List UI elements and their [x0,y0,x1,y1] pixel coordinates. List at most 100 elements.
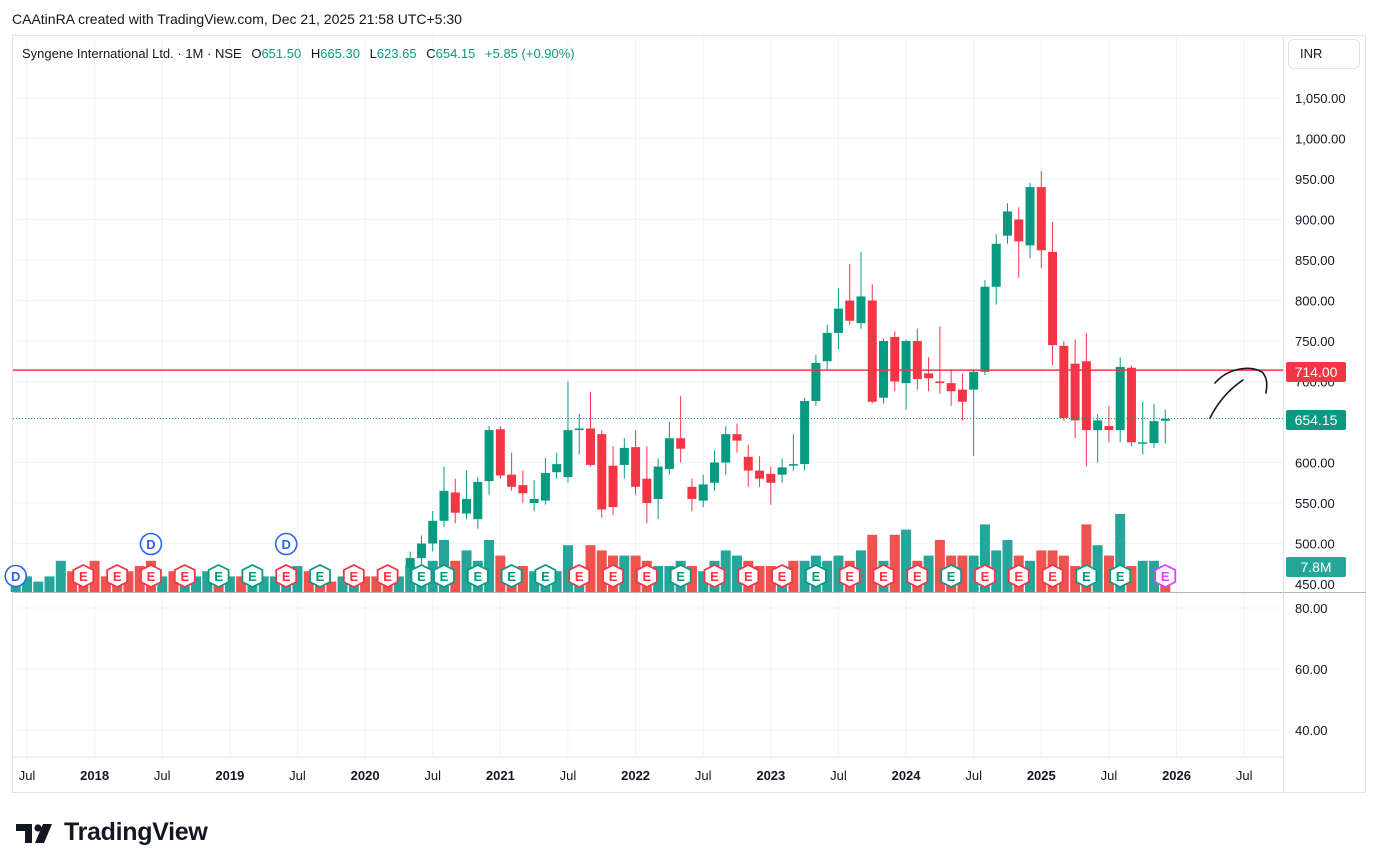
volume-bar [732,555,743,592]
candle-body [1048,251,1058,346]
event-marker-label: E [1048,569,1057,584]
tradingview-brand[interactable]: TradingView [16,818,208,847]
candle-body [664,438,674,469]
volume-bar [562,545,573,592]
earnings-marker: E [1075,563,1098,589]
dividend-marker: D [4,564,28,588]
volume-bar [224,576,235,592]
earnings-marker-badge [500,563,523,589]
time-tick-label: Jul [1101,768,1118,783]
event-marker-label: E [643,569,652,584]
volume-bar [191,576,202,592]
earnings-marker: E [940,563,963,589]
dividend-marker-circle [4,564,28,588]
chart-frame [12,35,1366,793]
volume-bar [1058,555,1069,592]
candle-body [529,498,539,503]
candle-body [766,473,776,483]
volume-bar [33,581,44,592]
volume-bar [788,560,799,592]
candle-body [563,430,573,478]
volume-bar [1115,514,1126,592]
candle-body [867,300,877,402]
volume-bar [698,571,709,592]
candle-body [1070,363,1080,421]
earnings-marker-badge [410,563,433,589]
candle-body [833,308,843,333]
earnings-marker: E [466,563,489,589]
open-key: O [251,46,262,61]
candle-body [507,474,517,487]
event-marker-label: E [609,569,618,584]
volume-bar [326,581,337,592]
low-key: L [369,46,377,61]
volume-bar [1103,555,1114,592]
event-marker-label: D [282,537,291,552]
event-marker-label: E [147,569,156,584]
candle-body [631,447,641,487]
volume-bar [991,550,1002,592]
volume-bars [10,514,1171,592]
earnings-marker-badge [568,563,591,589]
event-marker-label: E [947,569,956,584]
earnings-marker-badge [1007,563,1030,589]
earnings-marker-badge [1154,563,1177,589]
volume-bar [551,571,562,592]
price-tick-label: 800.00 [1295,294,1335,309]
volume-bar [55,560,66,592]
volume-bar [1070,566,1081,592]
volume-bar [484,540,495,592]
candle-body [788,464,798,466]
candle-body [721,434,731,463]
time-tick-label: Jul [965,768,982,783]
volume-label: 7.8M [1286,557,1346,577]
symbol-legend: Syngene International Ltd. · 1M · NSE O6… [22,46,575,61]
candle-body [1104,426,1114,431]
candle-body [619,447,629,465]
candle-body [991,243,1001,287]
candle-body [676,438,686,449]
currency-button[interactable]: INR [1288,39,1360,69]
volume-bar [686,566,697,592]
candle-body [540,473,550,501]
volume-bar [596,550,607,592]
event-marker-label: E [541,569,550,584]
candle-body [495,429,505,476]
earnings-marker: E [805,563,827,589]
earnings-marker-badge [1075,563,1098,589]
volume-bar [855,550,866,592]
earnings-marker: E [309,563,331,589]
candle-body [1014,219,1024,242]
event-marker-label: E [812,569,821,584]
dividend-marker-circle [274,532,298,556]
volume-bar [1126,566,1137,592]
earnings-marker: E [241,563,264,589]
candle-body [608,465,618,508]
earnings-marker: E [534,563,557,589]
earnings-marker: E [207,563,230,589]
low-value: 623.65 [376,46,417,61]
candle-body [1059,345,1069,418]
volume-bar [495,555,506,592]
time-tick-label: Jul [1236,768,1253,783]
earnings-marker: E [275,563,298,589]
candle-body [1115,366,1125,431]
dividend-marker: D [139,532,163,556]
earnings-marker-badge [974,563,996,589]
time-tick-label: Jul [19,768,36,783]
earnings-marker-badge [703,563,726,589]
time-tick-label: 2021 [486,768,515,783]
event-marker-label: E [1014,569,1023,584]
volume-bar [1002,540,1013,592]
price-tick-label: 1,050.00 [1295,91,1346,106]
earnings-marker: E [1154,563,1177,589]
volume-bar [450,560,461,592]
candle-body [687,486,697,499]
price-tick-label: 750.00 [1295,334,1335,349]
candle-body [879,341,889,398]
earnings-marker: E [1109,563,1132,589]
earnings-marker-badge [906,563,929,589]
candle-body [800,400,810,465]
volume-bar [664,566,675,592]
